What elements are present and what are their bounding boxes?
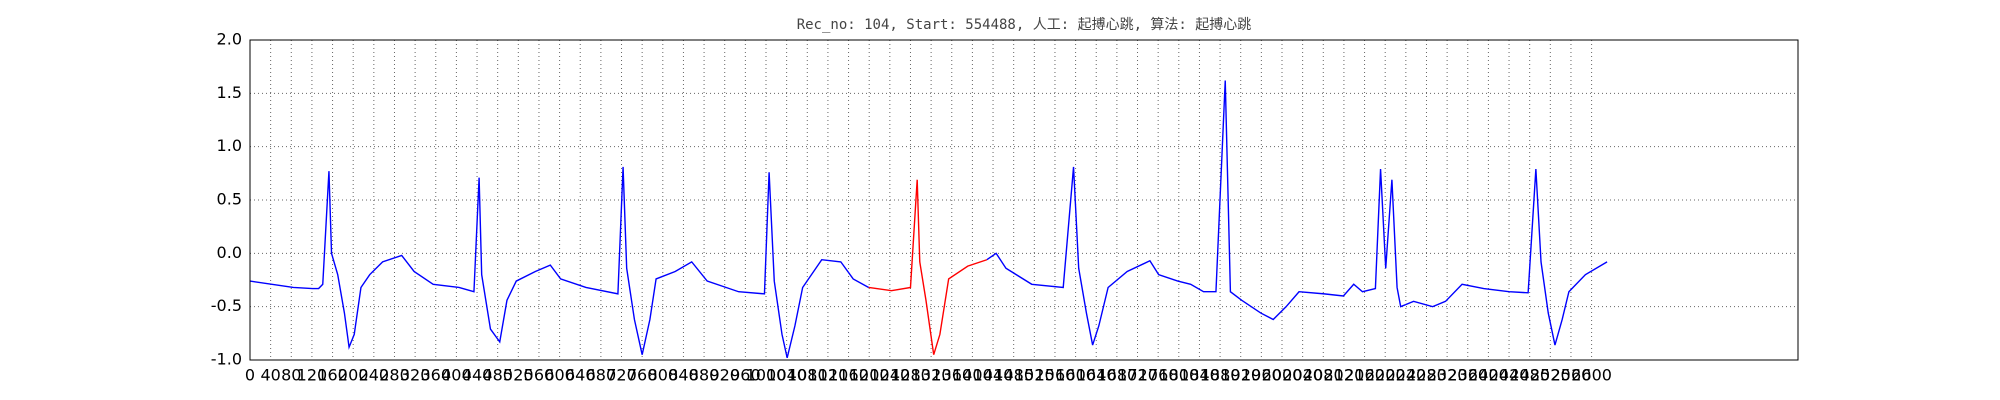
x-tick-label: 2480	[1509, 366, 1550, 385]
x-tick-label: 80	[281, 366, 301, 385]
y-tick-label: 2.0	[217, 30, 242, 49]
x-tick-label: 40	[260, 366, 280, 385]
x-tick-label: 680	[586, 366, 617, 385]
x-tick-label: 400	[441, 366, 472, 385]
x-tick-label: 2240	[1385, 366, 1426, 385]
x-tick-label: 1560	[1035, 366, 1076, 385]
x-tick-label: 1400	[952, 366, 993, 385]
x-tick-label: 2320	[1427, 366, 1468, 385]
x-tick-label: 160	[317, 366, 348, 385]
y-tick-label: 0.0	[217, 243, 242, 262]
x-tick-label: 920	[709, 366, 740, 385]
signal-line	[868, 179, 988, 355]
x-tick-label: 2520	[1530, 366, 1571, 385]
x-tick-label: 1000	[746, 366, 787, 385]
x-tick-label: 1640	[1076, 366, 1117, 385]
x-tick-label: 1200	[849, 366, 890, 385]
x-tick-label: 1160	[828, 366, 869, 385]
x-tick-label: 320	[400, 366, 431, 385]
x-tick-label: 640	[565, 366, 596, 385]
y-tick-label: -1.0	[211, 350, 242, 369]
x-tick-label: 1280	[890, 366, 931, 385]
x-tick-label: 2000	[1262, 366, 1303, 385]
x-tick-label: 120	[297, 366, 328, 385]
y-tick-label: 0.5	[217, 190, 242, 209]
x-tick-label: 2080	[1303, 366, 1344, 385]
x-tick-label: 1960	[1241, 366, 1282, 385]
x-tick-label: 1680	[1097, 366, 1138, 385]
x-tick-label: 800	[648, 366, 679, 385]
signal-line	[249, 80, 1608, 359]
chart-title: Rec_no: 104, Start: 554488, 人工: 起搏心跳, 算法…	[797, 16, 1252, 33]
x-tick-label: 2040	[1282, 366, 1323, 385]
x-tick-label: 2600	[1571, 366, 1612, 385]
x-tick-label: 1360	[931, 366, 972, 385]
x-tick-label: 1080	[787, 366, 828, 385]
x-tick-label: 1480	[993, 366, 1034, 385]
x-tick-label: 760	[627, 366, 658, 385]
x-tick-label: 1320	[911, 366, 952, 385]
x-tick-label: 1240	[869, 366, 910, 385]
x-tick-label: 880	[689, 366, 720, 385]
x-tick-label: 1760	[1138, 366, 1179, 385]
x-tick-label: 240	[359, 366, 390, 385]
plot-frame	[249, 39, 1799, 361]
x-tick-label: 440	[462, 366, 493, 385]
x-tick-label: 1920	[1220, 366, 1261, 385]
x-tick-label: 2440	[1489, 366, 1530, 385]
x-tick-label: 2280	[1406, 366, 1447, 385]
x-tick-label: 2120	[1324, 366, 1365, 385]
x-tick-label: 1120	[808, 366, 849, 385]
x-tick-label: 840	[668, 366, 699, 385]
x-tick-label: 2400	[1468, 366, 1509, 385]
x-tick-label: 2200	[1365, 366, 1406, 385]
x-tick-label: 2560	[1551, 366, 1592, 385]
x-tick-label: 360	[420, 366, 451, 385]
x-tick-label: 1040	[766, 366, 807, 385]
y-tick-label: -0.5	[211, 296, 242, 315]
x-tick-label: 280	[379, 366, 410, 385]
x-tick-label: 0	[245, 366, 255, 385]
y-tick-label: 1.5	[217, 83, 242, 102]
x-tick-label: 720	[606, 366, 637, 385]
x-tick-label: 1720	[1117, 366, 1158, 385]
x-tick-label: 1800	[1158, 366, 1199, 385]
x-tick-label: 480	[482, 366, 513, 385]
x-tick-label: 2360	[1447, 366, 1488, 385]
x-tick-label: 520	[503, 366, 534, 385]
x-tick-label: 600	[544, 366, 575, 385]
x-tick-label: 1840	[1179, 366, 1220, 385]
x-tick-label: 1880	[1200, 366, 1241, 385]
x-tick-label: 1520	[1014, 366, 1055, 385]
x-tick-label: 1440	[973, 366, 1014, 385]
x-tick-label: 960	[730, 366, 761, 385]
y-tick-label: 1.0	[217, 136, 242, 155]
x-tick-label: 2160	[1344, 366, 1385, 385]
x-tick-label: 200	[338, 366, 369, 385]
x-tick-label: 560	[524, 366, 555, 385]
x-tick-label: 1600	[1055, 366, 1096, 385]
